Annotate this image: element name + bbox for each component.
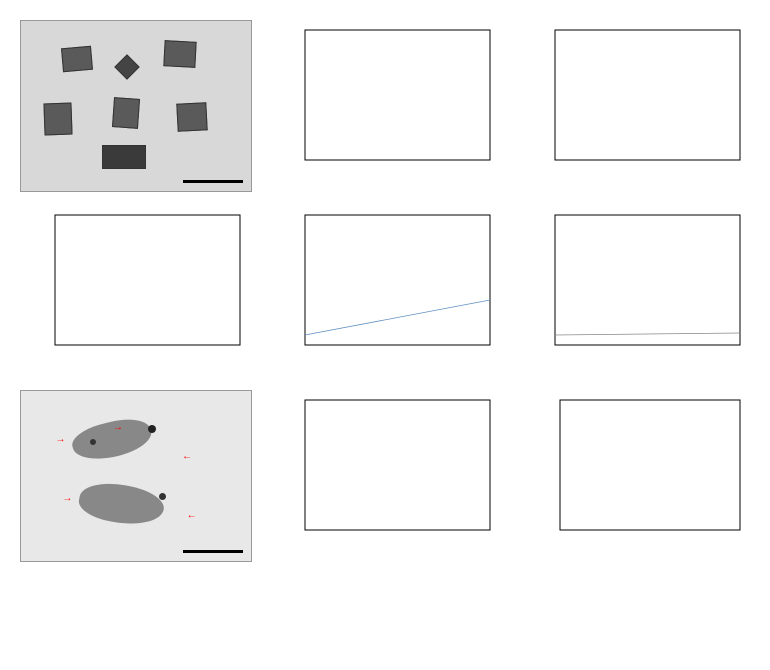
xps-o1s <box>520 205 750 375</box>
xps-wide <box>20 205 250 375</box>
panel-e <box>270 205 500 375</box>
panel-d <box>20 205 250 375</box>
panel-h <box>270 390 500 560</box>
figure-grid: → → ← → ← <box>20 20 750 560</box>
panel-g: → → ← → ← <box>20 390 250 560</box>
scale-bar-g <box>183 550 243 553</box>
ftir-spectra <box>270 390 500 560</box>
panel-c <box>520 20 750 190</box>
xrd-pattern <box>520 20 750 190</box>
zeta-bars <box>520 390 750 560</box>
tem-image-a <box>20 20 252 192</box>
tem-image-g: → → ← → ← <box>20 390 252 562</box>
dls-histogram <box>270 20 500 190</box>
panel-b <box>270 20 500 190</box>
panel-a <box>20 20 250 190</box>
xps-mn2p <box>270 205 500 375</box>
panel-i <box>520 390 750 560</box>
panel-f <box>520 205 750 375</box>
scale-bar-a <box>183 180 243 183</box>
